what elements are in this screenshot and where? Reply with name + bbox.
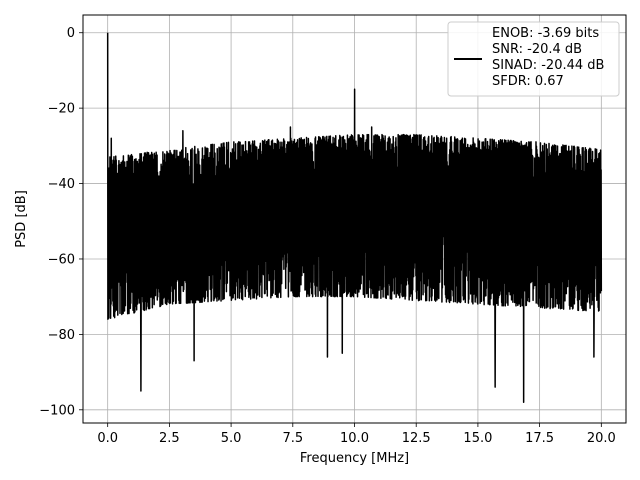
y-tick-label: −100 [39, 403, 75, 418]
legend: ENOB: -3.69 bits SNR: -20.4 dB SINAD: -2… [447, 21, 620, 97]
legend-entry-enob: ENOB: -3.69 bits [492, 26, 599, 41]
y-tick-label: 0 [67, 26, 75, 41]
x-tick-label: 20.0 [587, 431, 616, 446]
legend-entry-snr: SNR: -20.4 dB [492, 42, 582, 57]
x-tick-label: 2.5 [159, 431, 180, 446]
y-tick-label: −60 [48, 252, 75, 267]
x-tick-label: 12.5 [402, 431, 431, 446]
x-axis-ticks: 0.0 2.5 5.0 7.5 10.0 12.5 15.0 17.5 20.0 [97, 423, 616, 446]
psd-series-line [106, 32, 603, 404]
x-axis-label: Frequency [MHz] [300, 451, 409, 466]
plot-series [106, 32, 603, 404]
legend-box [447, 21, 620, 97]
legend-entry-sfdr: SFDR: 0.67 [492, 74, 564, 89]
x-tick-label: 7.5 [282, 431, 303, 446]
y-tick-label: −80 [48, 328, 75, 343]
x-tick-label: 10.0 [340, 431, 369, 446]
legend-entry-sinad: SINAD: -20.44 dB [492, 58, 604, 73]
x-tick-label: 0.0 [97, 431, 118, 446]
x-tick-label: 5.0 [221, 431, 242, 446]
y-axis-ticks: 0 −20 −40 −60 −80 −100 [39, 26, 83, 418]
x-tick-label: 17.5 [525, 431, 554, 446]
y-axis-label: PSD [dB] [14, 190, 29, 248]
y-tick-label: −40 [48, 177, 75, 192]
y-tick-label: −20 [48, 102, 75, 117]
x-tick-label: 15.0 [463, 431, 492, 446]
